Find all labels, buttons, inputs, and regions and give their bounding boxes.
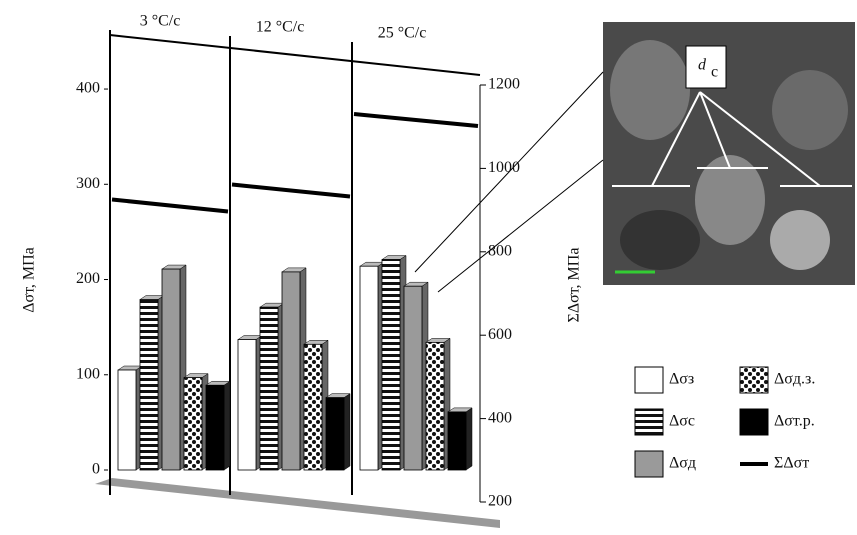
y2-tick-label: 600 bbox=[488, 326, 512, 343]
category-label: 25 °C/c bbox=[378, 25, 427, 42]
bar bbox=[382, 260, 400, 470]
y2-tick-label: 800 bbox=[488, 242, 512, 259]
bar bbox=[304, 344, 322, 470]
legend-label: Δσд.з. bbox=[774, 371, 815, 388]
bar bbox=[260, 307, 278, 470]
legend-swatch bbox=[635, 367, 663, 393]
bar bbox=[206, 385, 224, 470]
legend-label: Δσз bbox=[669, 371, 694, 388]
legend-swatch bbox=[740, 409, 768, 435]
bar bbox=[448, 412, 466, 470]
bar bbox=[184, 378, 202, 470]
y2-tick-label: 1200 bbox=[488, 76, 520, 93]
floor bbox=[95, 478, 500, 528]
chart: Δσт, МПа ΣΔσт, МПа d с 3 °C/c 12 °C/c 25 °… bbox=[0, 0, 857, 530]
bar bbox=[238, 340, 256, 470]
y-tick-label: 200 bbox=[76, 270, 100, 287]
sum-line bbox=[354, 114, 478, 126]
y2-tick-label: 400 bbox=[488, 409, 512, 426]
bar-side bbox=[344, 394, 350, 470]
bar bbox=[162, 269, 180, 470]
sum-line bbox=[112, 200, 228, 212]
micrograph: d с bbox=[603, 22, 855, 285]
legend-label: Δσс bbox=[669, 413, 695, 430]
legend-swatch bbox=[635, 451, 663, 477]
category-label: 3 °C/c bbox=[140, 13, 181, 30]
y-tick-label: 0 bbox=[92, 461, 100, 478]
y2-axis-label: ΣΔσт, МПа bbox=[566, 248, 583, 323]
sum-line bbox=[232, 185, 350, 197]
bar bbox=[360, 266, 378, 470]
y-tick-label: 300 bbox=[76, 175, 100, 192]
y-tick-label: 100 bbox=[76, 365, 100, 382]
bar-side bbox=[224, 381, 230, 470]
y-tick-label: 400 bbox=[76, 80, 100, 97]
legend-label: ΣΔσт bbox=[774, 455, 809, 472]
bar bbox=[140, 300, 158, 470]
bar bbox=[426, 342, 444, 470]
legend-swatch bbox=[740, 367, 768, 393]
bar bbox=[404, 286, 422, 470]
y2-tick-label: 1000 bbox=[488, 159, 520, 176]
bar bbox=[118, 370, 136, 470]
micrograph-label-sub: с bbox=[711, 64, 718, 81]
bar bbox=[326, 398, 344, 470]
legend-label: Δσд bbox=[669, 455, 696, 472]
legend-swatch bbox=[635, 409, 663, 435]
micrograph-label: d bbox=[698, 57, 707, 74]
bar bbox=[282, 272, 300, 470]
category-label: 12 °C/c bbox=[256, 19, 305, 36]
y2-tick-label: 200 bbox=[488, 493, 512, 510]
y-axis-label: Δσт, МПа bbox=[21, 247, 38, 313]
legend-label: Δσт.р. bbox=[774, 413, 815, 430]
bar-side bbox=[466, 408, 472, 470]
